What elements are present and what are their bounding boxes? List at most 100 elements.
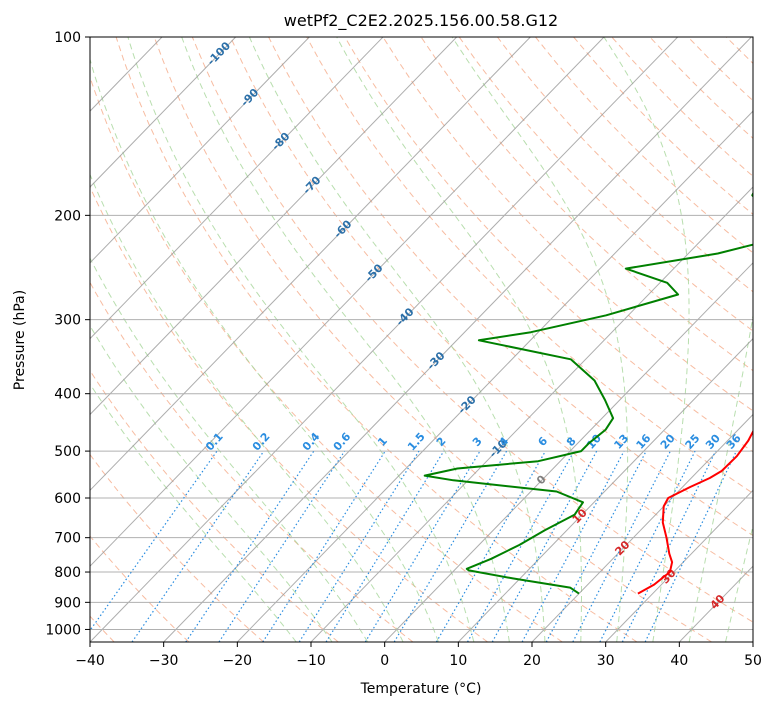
dry-adiabat-line — [497, 37, 753, 293]
moist-adiabat-line — [248, 37, 546, 642]
x-tick-label: 40 — [670, 653, 688, 669]
isotherm-line — [90, 37, 310, 264]
dry-adiabat-line — [90, 281, 414, 642]
y-tick-label: 900 — [54, 595, 81, 611]
dry-adiabat-line — [306, 37, 753, 494]
dry-adiabat-line — [191, 37, 753, 623]
moist-adiabat-line — [90, 173, 404, 642]
mixing-ratio-label: 6 — [535, 434, 550, 449]
mixing-ratio-lines — [90, 450, 737, 642]
y-tick-label: 400 — [54, 387, 81, 403]
temperature-profile — [637, 429, 753, 595]
moist-adiabat-line — [127, 37, 475, 642]
mixing-ratio-label: 10 — [584, 431, 604, 451]
y-axis-label: Pressure (hPa) — [12, 290, 28, 390]
dry-adiabat-line — [90, 185, 488, 642]
dry-adiabat-line — [725, 37, 753, 64]
mixing-ratio-line — [521, 450, 625, 642]
x-tick-label: 10 — [449, 653, 467, 669]
isobars — [90, 37, 753, 630]
mixing-ratio-line — [131, 450, 265, 642]
x-tick-label: −30 — [149, 653, 179, 669]
moist-adiabat-line — [688, 313, 753, 642]
x-tick-label: 20 — [523, 653, 541, 669]
dry-adiabats — [90, 37, 775, 642]
isotherm-line — [310, 186, 753, 642]
dry-adiabat-line — [420, 37, 753, 372]
mixing-ratio-label: 0.1 — [203, 430, 226, 453]
x-tick-label: 0 — [380, 653, 389, 669]
isotherm-line — [90, 37, 605, 567]
isotherm-line — [90, 37, 458, 416]
mixing-ratio-label: 2 — [434, 435, 449, 449]
isotherm-line — [605, 489, 753, 642]
y-tick-label: 1000 — [45, 622, 81, 638]
mixing-ratio-line — [325, 450, 445, 642]
isotherm-line — [163, 37, 752, 642]
isotherm-line — [384, 262, 753, 642]
x-tick-label: −40 — [75, 653, 105, 669]
mixing-ratio-label: 25 — [683, 432, 703, 452]
moist-adiabat-line — [603, 37, 690, 642]
x-tick-label: 50 — [744, 653, 762, 669]
isotherm-line — [90, 37, 384, 340]
profile-series — [423, 191, 753, 595]
moist-adiabat-line — [336, 37, 582, 642]
mixing-ratio-line — [298, 450, 420, 642]
dry-adiabat-line — [764, 37, 775, 642]
mixing-ratio-label: 0.4 — [300, 430, 323, 453]
mixing-ratio-line — [393, 450, 508, 642]
moist-adiabat-line — [90, 324, 333, 642]
mixing-ratio-label: 3 — [470, 435, 485, 449]
moist-adiabat-line — [90, 257, 369, 642]
mixing-ratio-label: 36 — [724, 431, 744, 451]
mixing-ratio-line — [435, 450, 546, 642]
dry-adiabat-line — [90, 369, 339, 642]
isotherm-line — [531, 413, 753, 642]
y-tick-label: 700 — [54, 531, 81, 547]
plot-area: -100-90-80-70-60-50-40-30-20-10010203040… — [90, 37, 775, 642]
dry-adiabat-line — [687, 37, 753, 102]
mixing-ratio-line — [644, 450, 737, 642]
mixing-ratio-line — [185, 450, 315, 642]
dry-adiabat-line — [90, 535, 190, 642]
moist-adiabat-line — [451, 37, 629, 642]
x-tick-label: −10 — [296, 653, 326, 669]
isotherms — [90, 37, 753, 642]
dewpoint-profile — [423, 191, 753, 595]
y-tick-label: 200 — [54, 208, 81, 224]
x-tick-label: −20 — [223, 653, 253, 669]
mixing-ratio-label: 16 — [634, 431, 654, 451]
plot-frame — [89, 36, 754, 643]
mixing-ratio-line — [491, 450, 598, 642]
mixing-ratio-label: 20 — [658, 431, 678, 451]
isotherm-line — [752, 641, 753, 642]
axes: −40 −30 −20 −10 0 10 20 30 40 5010020030040050060… — [45, 30, 762, 669]
moist-adiabats — [90, 37, 753, 642]
mixing-ratio-label: 8 — [564, 435, 579, 449]
isotherm-line — [90, 37, 237, 188]
dry-adiabat-line — [90, 453, 264, 642]
chart-title: wetPf2_C2E2.2025.156.00.58.G12 — [284, 11, 558, 31]
mixing-ratio-line — [218, 450, 346, 642]
isotherm-line — [236, 110, 753, 642]
x-axis-label: Temperature (°C) — [360, 681, 482, 697]
isotherm-line — [457, 337, 753, 642]
moist-adiabat-line — [181, 37, 510, 642]
mixing-ratio-line — [90, 450, 218, 632]
y-tick-label: 500 — [54, 444, 81, 460]
mixing-ratio-line — [364, 450, 481, 642]
isotherm-line — [90, 37, 679, 642]
mixing-ratio-line — [466, 450, 575, 642]
y-tick-label: 600 — [54, 491, 81, 507]
x-tick-label: 30 — [597, 653, 615, 669]
y-tick-label: 100 — [54, 30, 81, 46]
y-tick-label: 300 — [54, 313, 81, 329]
isotherm-line — [90, 37, 531, 492]
moist-adiabat-line — [90, 383, 297, 642]
moist-adiabat-line — [725, 524, 753, 642]
dry-adiabat-line — [115, 37, 638, 642]
dry-adiabat-line — [90, 75, 563, 642]
mixing-ratio-line — [262, 450, 386, 642]
